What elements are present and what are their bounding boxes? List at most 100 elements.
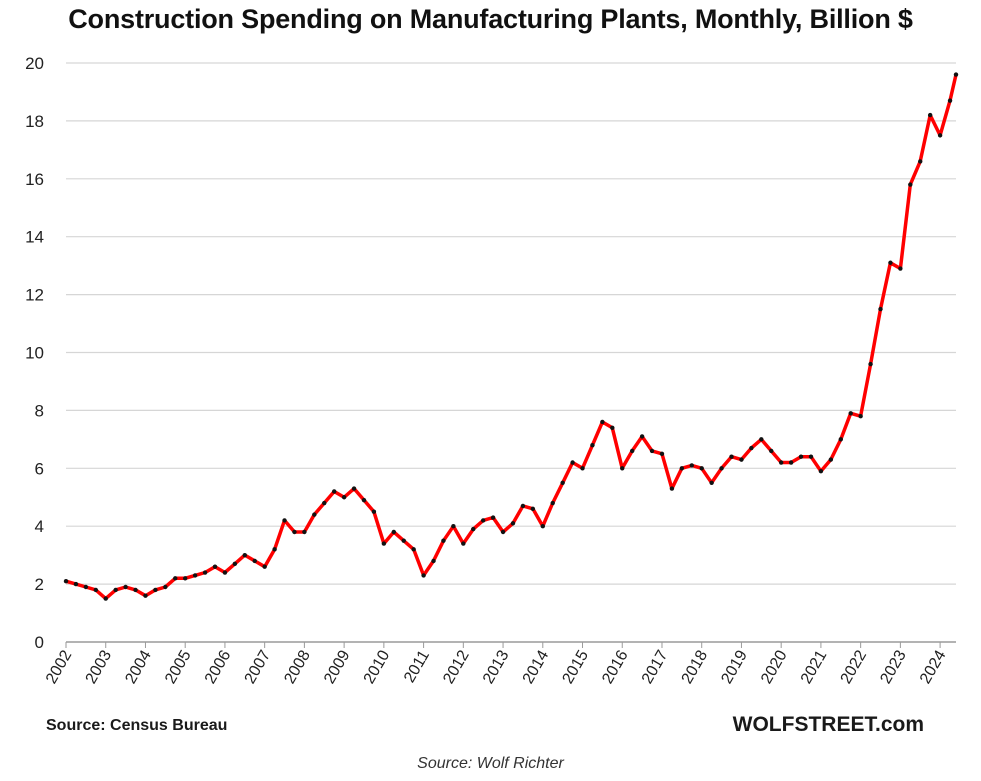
data-point: [312, 512, 317, 517]
data-point: [93, 587, 98, 593]
x-tick-label: 2004: [122, 647, 155, 686]
x-tick-label: 2022: [838, 647, 871, 686]
data-point: [649, 448, 655, 454]
data-point: [818, 468, 824, 474]
data-point: [788, 460, 794, 465]
data-point: [401, 538, 406, 543]
data-point: [719, 466, 724, 471]
data-point: [679, 466, 685, 471]
data-point: [431, 558, 436, 564]
data-point: [391, 529, 396, 535]
data-point: [182, 576, 188, 581]
data-point: [659, 451, 665, 457]
series-line-layer: [65, 74, 958, 601]
y-tick-label: 8: [35, 401, 44, 420]
data-point: [729, 454, 734, 459]
data-point: [73, 581, 79, 587]
x-tick-label: 2014: [520, 647, 553, 686]
data-point: [500, 529, 506, 535]
data-point: [699, 466, 704, 471]
data-point: [828, 457, 834, 462]
data-point: [480, 518, 486, 523]
data-point: [709, 480, 714, 485]
series-line: [65, 74, 958, 601]
gridlines: [66, 62, 956, 643]
data-point: [133, 587, 138, 593]
x-tick-label: 2003: [83, 647, 116, 686]
y-tick-label: 6: [35, 459, 44, 478]
data-point: [590, 442, 595, 448]
data-point: [381, 541, 387, 546]
data-point: [302, 529, 307, 535]
chart-title: Construction Spending on Manufacturing P…: [68, 4, 913, 34]
data-point: [898, 266, 903, 271]
data-point: [262, 564, 267, 569]
x-tick-label: 2024: [917, 647, 950, 686]
data-point: [927, 112, 933, 118]
data-point: [331, 489, 337, 494]
data-point: [351, 486, 357, 491]
x-tick-label: 2021: [798, 647, 831, 686]
x-tick-label: 2008: [281, 647, 314, 686]
data-point: [878, 306, 883, 312]
data-point: [749, 445, 754, 451]
data-point: [639, 434, 645, 439]
data-point: [153, 587, 158, 593]
data-point: [212, 564, 218, 569]
data-point: [858, 413, 863, 419]
data-point: [908, 182, 913, 187]
x-tick-label: 2019: [718, 647, 751, 686]
y-tick-label: 4: [35, 517, 44, 536]
data-point: [600, 419, 605, 425]
data-point: [292, 529, 297, 535]
data-point: [769, 448, 774, 454]
data-point: [868, 361, 873, 367]
x-tick-label: 2016: [599, 647, 632, 686]
x-tick-label: 2002: [43, 647, 76, 686]
data-point: [282, 518, 287, 523]
data-point: [510, 521, 516, 526]
x-tick-label: 2012: [440, 647, 473, 686]
data-point: [113, 587, 118, 593]
x-tick-label: 2006: [202, 647, 235, 686]
y-tick-label: 18: [25, 112, 44, 131]
data-point: [232, 561, 238, 567]
data-point: [252, 558, 257, 564]
x-tick-label: 2023: [877, 647, 910, 686]
data-point: [83, 584, 89, 590]
y-tick-label: 14: [25, 228, 44, 247]
x-tick-label: 2009: [321, 647, 354, 686]
data-point: [580, 466, 585, 471]
series-markers: [63, 72, 959, 601]
data-point: [778, 460, 784, 465]
x-tick-label: 2020: [758, 647, 791, 686]
data-point: [341, 495, 347, 500]
y-tick-label: 16: [25, 170, 44, 189]
x-tick-label: 2017: [639, 647, 672, 686]
data-point: [560, 480, 565, 485]
x-tick-label: 2010: [361, 647, 394, 686]
data-point: [888, 260, 893, 265]
data-point: [550, 500, 555, 506]
data-point: [451, 524, 456, 529]
data-point: [937, 133, 943, 138]
data-point: [103, 596, 108, 601]
y-tick-label: 0: [35, 633, 44, 652]
data-point: [520, 503, 526, 509]
x-tick-label: 2007: [242, 647, 275, 686]
data-point: [689, 463, 694, 468]
data-point: [530, 506, 536, 512]
data-point: [798, 454, 804, 459]
data-point: [848, 411, 853, 416]
x-tick-label: 2005: [162, 647, 195, 686]
data-point: [808, 454, 814, 459]
data-point: [620, 466, 625, 471]
data-point: [759, 437, 764, 442]
watermark: WOLFSTREET.com: [732, 713, 924, 736]
data-point: [411, 547, 416, 552]
data-point: [163, 584, 168, 590]
data-point: [570, 460, 575, 465]
y-tick-label: 2: [35, 575, 44, 594]
